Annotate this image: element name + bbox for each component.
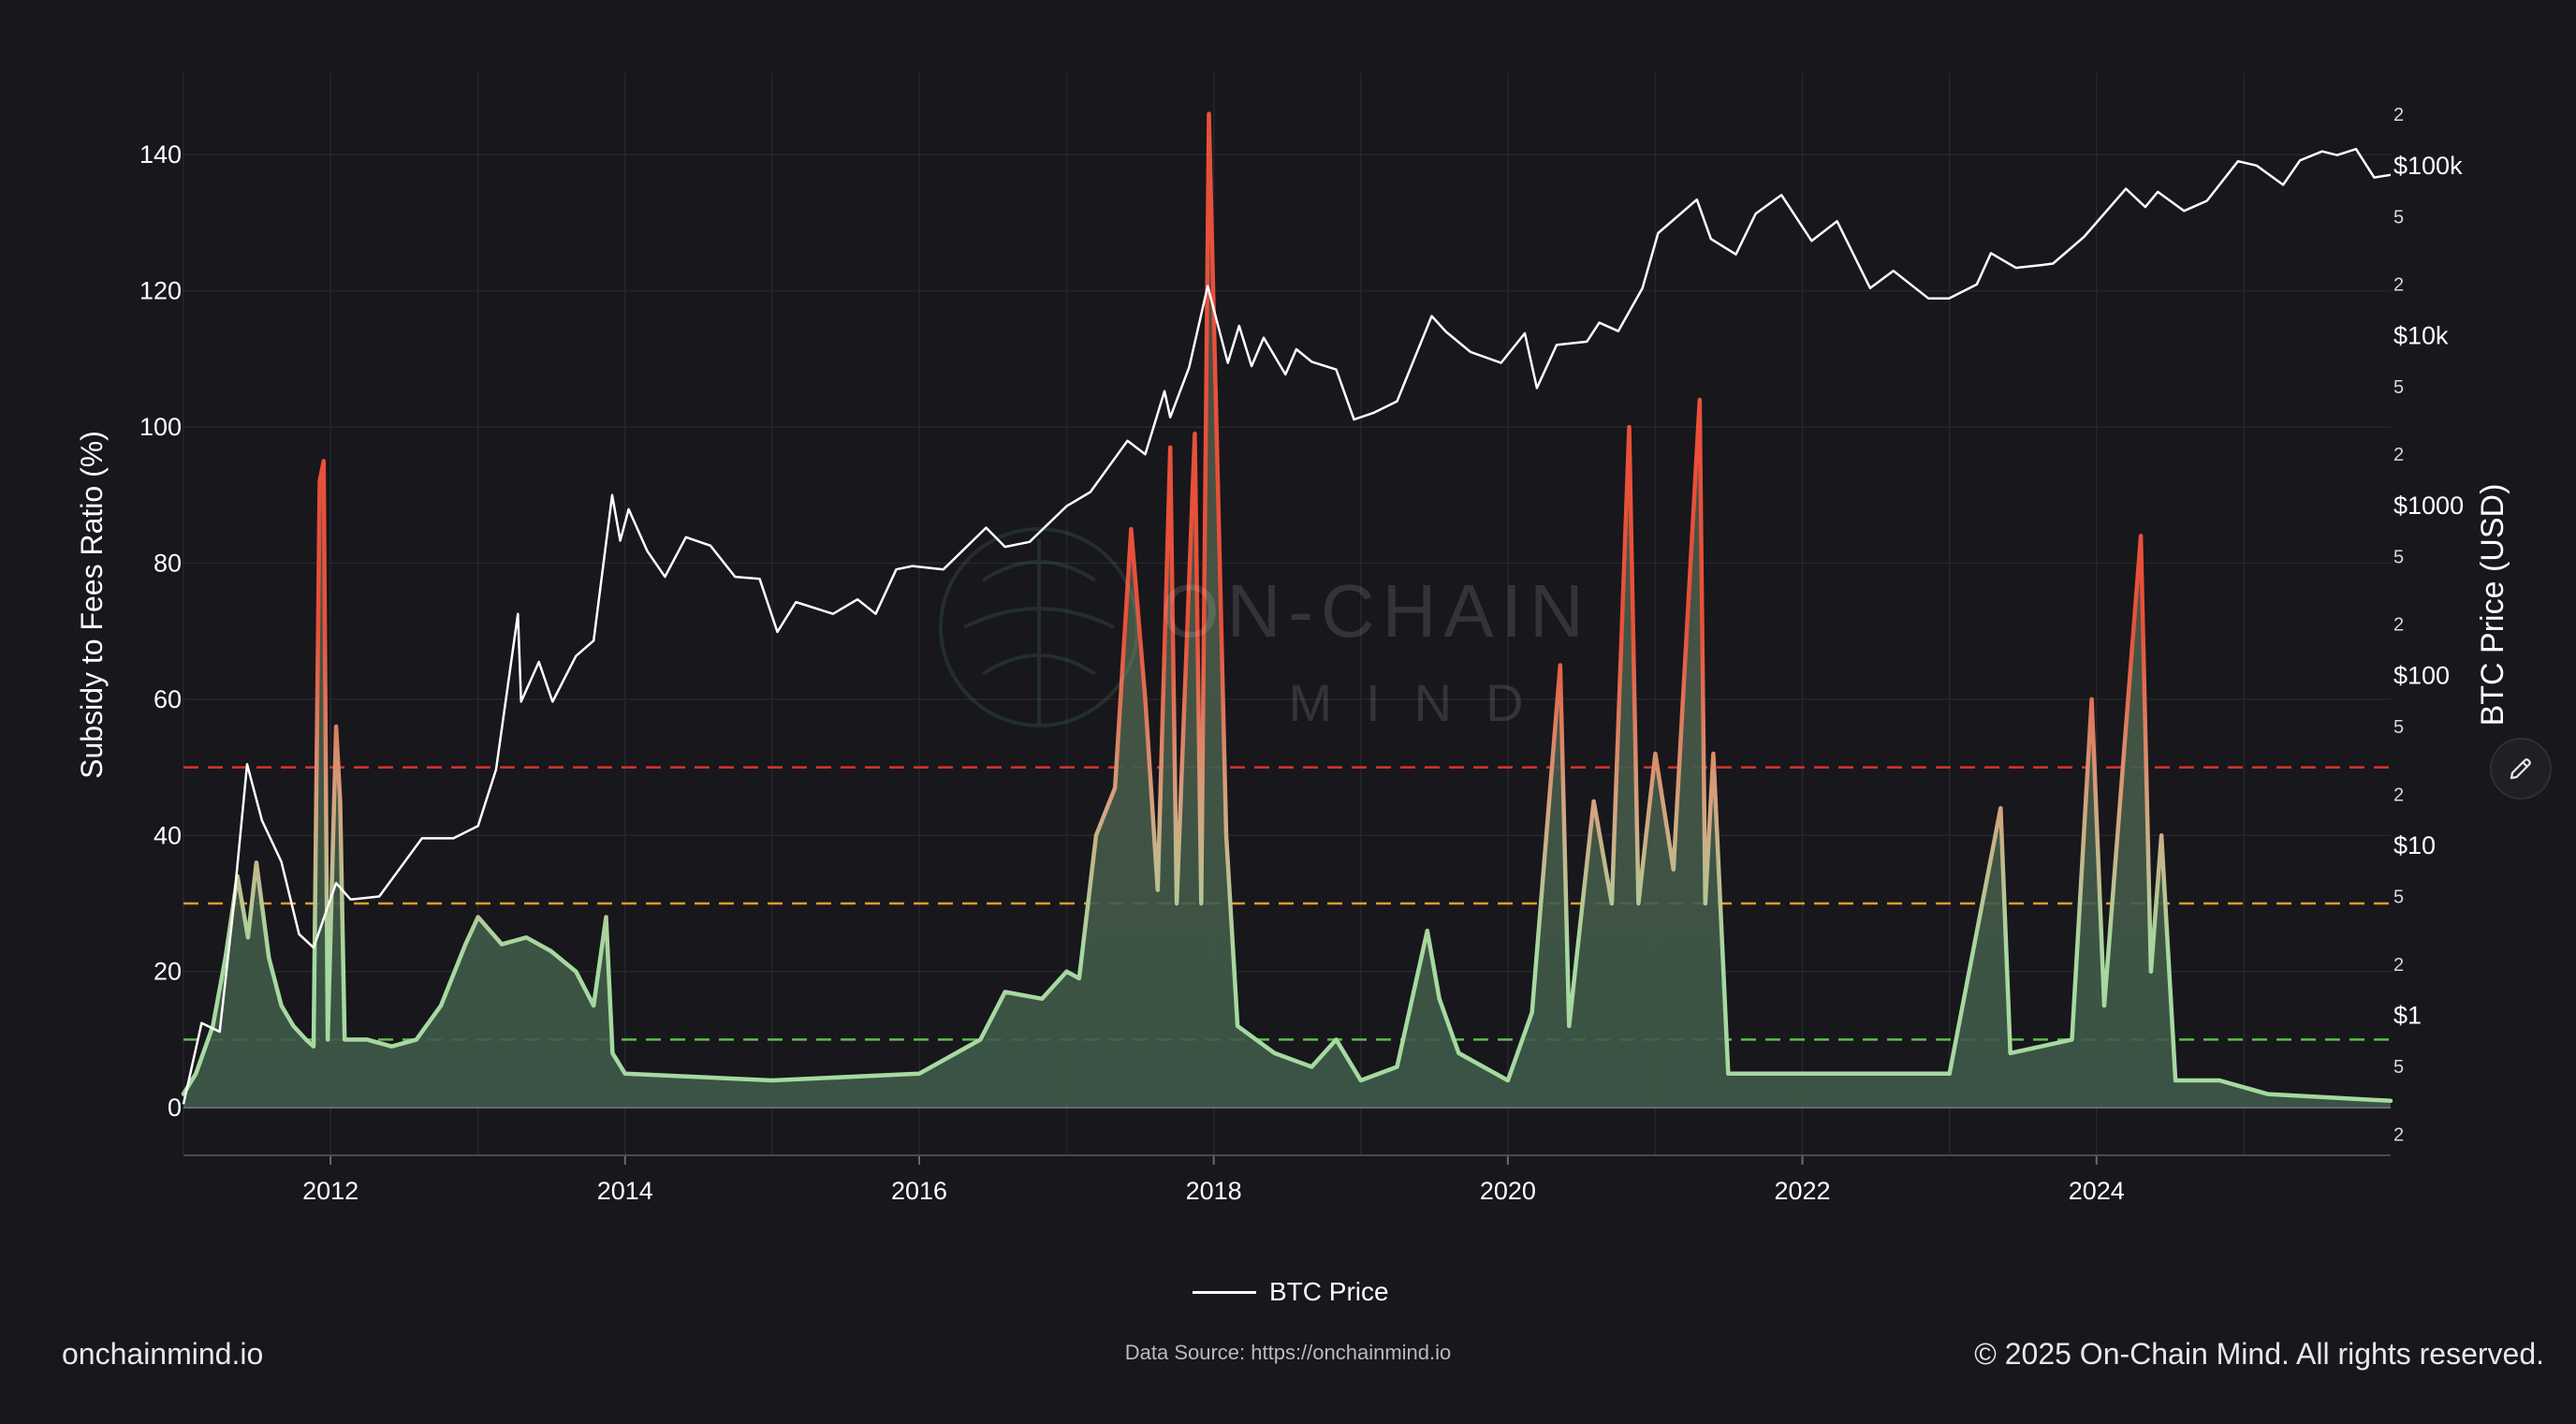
y-left-tick-label: 100	[139, 413, 182, 441]
footer-data-source: Data Source: https://onchainmind.io	[1124, 1341, 1452, 1364]
footer-copyright: © 2025 On-Chain Mind. All rights reserve…	[1974, 1337, 2544, 1371]
y-left-tick-label: 120	[139, 277, 182, 305]
y-right-minor-tick-label: 2	[2393, 105, 2404, 125]
x-tick-label: 2014	[597, 1177, 653, 1205]
btc-price-line	[182, 147, 2392, 1105]
y-left-tick-label: 20	[154, 958, 182, 986]
y-right-minor-tick-label: 5	[2393, 207, 2404, 228]
y-right-minor-tick-label: 5	[2393, 717, 2404, 738]
watermark-line2: MIND	[1288, 673, 1557, 732]
y-right-tick-label: $1	[2393, 1001, 2422, 1029]
x-tick-label: 2022	[1775, 1177, 1831, 1205]
y-right-minor-tick-label: 2	[2393, 275, 2404, 296]
ratio-line	[181, 111, 2393, 1104]
y-right-tick-label: $100	[2393, 661, 2450, 689]
legend[interactable]: BTC Price	[1193, 1277, 1389, 1307]
y-right-tick-label: $10	[2393, 831, 2436, 859]
x-tick-label: 2012	[302, 1177, 359, 1205]
footer-site-link[interactable]: onchainmind.io	[62, 1337, 264, 1371]
y-right-minor-tick-label: 2	[2393, 1124, 2404, 1145]
watermark-line1: ON-CHAIN	[1161, 569, 1591, 653]
x-tick-label: 2016	[891, 1177, 947, 1205]
pencil-icon	[2510, 758, 2531, 780]
y-left-tick-label: 0	[168, 1094, 182, 1122]
edit-button[interactable]	[2490, 738, 2552, 800]
y-right-minor-tick-label: 5	[2393, 547, 2404, 567]
brain-logo-icon	[939, 527, 1139, 727]
y-left-tick-label: 40	[154, 821, 182, 849]
y-right-minor-tick-label: 5	[2393, 377, 2404, 398]
price-series	[182, 147, 2392, 1105]
y-left-tick-label: 60	[154, 685, 182, 713]
x-tick-label: 2024	[2069, 1177, 2125, 1205]
ratio-series	[181, 111, 2393, 1108]
watermark: ON-CHAIN MIND	[939, 527, 1591, 732]
y-right-tick-label: $100k	[2393, 152, 2463, 180]
legend-label-btc-price: BTC Price	[1269, 1277, 1389, 1306]
x-tick-label: 2018	[1186, 1177, 1242, 1205]
legend-line-swatch	[1193, 1290, 1256, 1294]
y-left-axis-title: Subsidy to Fees Ratio (%)	[75, 431, 109, 779]
y-right-tick-label: $1000	[2393, 492, 2464, 520]
y-right-minor-tick-label: 2	[2393, 615, 2404, 636]
x-tick-label: 2020	[1480, 1177, 1536, 1205]
y-right-minor-tick-label: 2	[2393, 785, 2404, 805]
y-left-tick-label: 80	[154, 549, 182, 577]
axes: 0 20 40 60 80 100 120 140 2012 2014 2016 2018 2020 20…	[75, 105, 2510, 1205]
y-right-minor-tick-label: 5	[2393, 888, 2404, 908]
y-right-minor-tick-label: 2	[2393, 955, 2404, 976]
y-right-minor-tick-label: 5	[2393, 1057, 2404, 1078]
y-left-tick-label: 140	[139, 140, 182, 169]
y-right-minor-tick-label: 2	[2393, 445, 2404, 465]
y-right-axis-title: BTC Price (USD)	[2475, 484, 2510, 727]
y-right-tick-label: $10k	[2393, 321, 2449, 349]
